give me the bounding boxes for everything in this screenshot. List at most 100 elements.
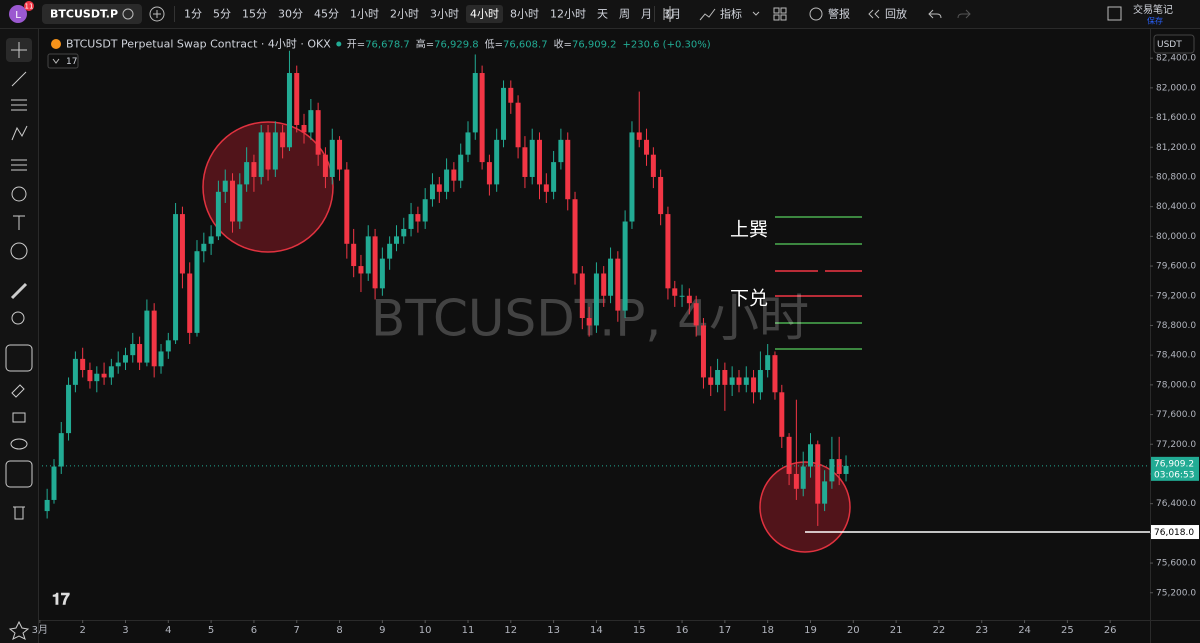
timeframe[interactable]: 天 [597,8,608,21]
candle-body [51,466,57,500]
save[interactable]: 保存 [1147,16,1163,26]
candle-body [829,459,835,482]
link-tool[interactable] [5,460,33,488]
timeframe[interactable]: 15分 [242,8,267,21]
candle-body [58,433,64,467]
timeframe[interactable]: 月 [641,8,652,21]
lock-tool[interactable] [12,412,26,423]
y-tick-label: 79,600.0 [1156,262,1196,272]
y-tick-label: 78,400.0 [1156,351,1196,361]
dropdown[interactable] [752,11,760,16]
symbol-box[interactable] [42,4,142,24]
notes[interactable]: 交易笔记 [1133,3,1173,16]
candle-body [372,236,378,289]
timeframe[interactable]: 45分 [314,8,339,21]
candle-body [187,273,193,333]
layout-icon [773,14,780,21]
y-tick-label: 82,400.0 [1156,54,1196,64]
x-tick-label: 17 [718,625,731,636]
timeframe-active [466,5,503,23]
timeframe[interactable]: 4小时 [470,8,499,21]
candle-body [393,236,399,244]
candle-body [743,377,749,385]
undo[interactable] [928,9,942,19]
legend-label: 低= [485,38,503,51]
delete-tool[interactable] [13,506,25,520]
chart-type-icon[interactable] [663,6,674,22]
indicators[interactable]: 指标 [720,7,742,21]
forecast-tool[interactable] [11,159,27,171]
x-tick-label: 26 [1104,625,1117,636]
text-tool[interactable] [13,215,25,230]
candle-body [508,87,514,103]
candle-body [351,243,357,267]
magnet-tool[interactable] [5,344,33,372]
candle-body [251,162,257,177]
timeframe[interactable]: 周 [619,8,630,21]
alert-icon [809,7,823,21]
candle-body [237,184,243,222]
timeframe[interactable]: 30分 [278,8,303,21]
candle-body [222,180,228,192]
hline-label-box [1151,525,1199,540]
candle-body [793,473,799,489]
crosshair-tool[interactable] [11,42,27,58]
layout-icon[interactable] [773,7,780,14]
candle-body [836,459,842,474]
x-tick-label: 25 [1061,625,1074,636]
candle-body [479,73,485,163]
x-tick-label: 23 [975,625,988,636]
candle-body [208,236,214,244]
measure-tool[interactable] [10,282,28,300]
candle-body [280,132,286,148]
indicators-icon [699,8,716,21]
legend-value: 76,909.2 [572,40,617,51]
candle-body [115,362,121,367]
timeframe[interactable]: 1小时 [350,8,379,21]
fullscreen[interactable] [1107,6,1122,21]
timeframe[interactable]: 3小时 [430,8,459,21]
candle-body [158,351,164,367]
icon-tool[interactable] [10,242,28,260]
x-tick-label: 21 [890,625,903,636]
candle-body [522,147,528,177]
candle-body [772,355,778,393]
timeframe[interactable]: 1分 [184,8,202,21]
candle-body [779,392,785,437]
redo[interactable] [957,9,971,19]
zoom-tool[interactable] [11,311,25,325]
candle-body [422,199,428,222]
candle-body [87,370,93,382]
tool-icons [5,38,33,640]
pattern-tool[interactable] [11,125,28,141]
alert[interactable]: 警报 [828,7,850,21]
timeframe[interactable]: 2小时 [390,8,419,21]
line-tool[interactable] [11,71,27,87]
timeframe[interactable]: 5分 [213,8,231,21]
candle-body [558,139,564,163]
avatar[interactable] [9,5,27,23]
left-toolbar [0,29,38,643]
fib-tool[interactable] [11,99,27,111]
x-tick-label: 22 [933,625,946,636]
currency-box[interactable] [1153,34,1195,54]
candle-body [315,110,321,155]
hide-tool[interactable] [10,438,28,450]
timeframe[interactable]: 3月 [663,8,681,21]
candle-body [308,110,314,133]
timeframe[interactable]: 12小时 [550,8,586,21]
draw-lock[interactable] [11,384,25,398]
brush-tool[interactable] [11,186,27,202]
favorites[interactable] [8,620,30,640]
y-tick-label: 78,000.0 [1156,380,1196,390]
replay[interactable]: 回放 [885,7,907,21]
timeframe[interactable]: 8小时 [510,8,539,21]
candle-body [807,444,813,467]
candle-body [722,370,728,385]
candle-body [344,169,350,244]
candle-body [436,184,442,192]
candle-body [72,358,78,385]
count-box[interactable] [47,53,79,69]
add-button[interactable] [149,6,165,22]
candle-body [408,214,414,229]
